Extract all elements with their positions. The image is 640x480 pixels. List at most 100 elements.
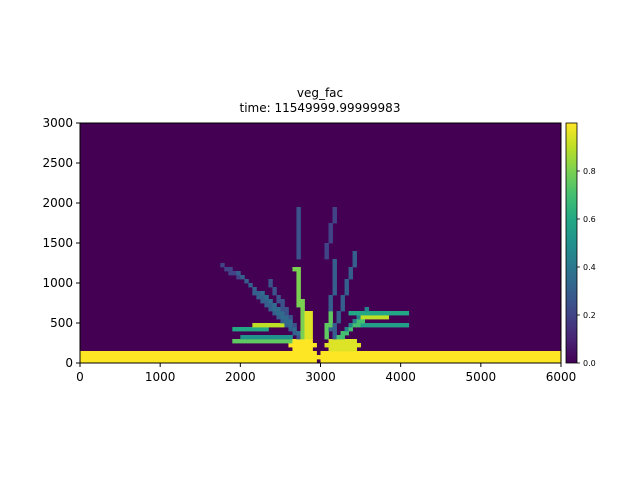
- heatmap-cell: [312, 355, 317, 360]
- heatmap-cell: [332, 267, 337, 272]
- heatmap-cell: [284, 335, 289, 340]
- heatmap-cell: [324, 331, 329, 336]
- heatmap-cell: [328, 311, 333, 316]
- heatmap-cell: [388, 311, 394, 316]
- heatmap-cell: [400, 351, 406, 356]
- heatmap-cell: [148, 355, 153, 360]
- heatmap-cell: [268, 339, 273, 344]
- heatmap-cell: [204, 355, 209, 360]
- heatmap-cell: [172, 359, 177, 363]
- heatmap-cell: [540, 359, 546, 363]
- heatmap-cell: [440, 351, 446, 356]
- heatmap-cell: [468, 351, 474, 356]
- heatmap-cell: [260, 299, 265, 304]
- heatmap-cell: [320, 351, 325, 356]
- heatmap-cell: [440, 355, 446, 360]
- heatmap-cell: [232, 271, 237, 276]
- heatmap-cell: [340, 299, 345, 304]
- heatmap-cell: [320, 359, 325, 363]
- heatmap-cell: [344, 359, 349, 363]
- heatmap-cell: [128, 355, 133, 360]
- heatmap-cell: [296, 355, 301, 360]
- heatmap-cell: [356, 359, 361, 363]
- heatmap-cell: [332, 323, 337, 328]
- heatmap-cell: [360, 311, 365, 316]
- heatmap-cell: [464, 359, 470, 363]
- heatmap-cell: [300, 303, 305, 308]
- heatmap-cell: [308, 319, 313, 324]
- heatmap-cell: [324, 343, 329, 348]
- heatmap-cell: [428, 355, 434, 360]
- x-tick-label: 2000: [225, 370, 256, 384]
- heatmap-cell: [144, 359, 149, 363]
- heatmap-cell: [264, 339, 269, 344]
- heatmap-cell: [496, 355, 502, 360]
- heatmap-cell: [256, 339, 261, 344]
- heatmap-cell: [172, 355, 177, 360]
- heatmap-cell: [340, 355, 345, 360]
- heatmap-cell: [292, 347, 297, 352]
- heatmap-cell: [324, 327, 329, 332]
- heatmap-cell: [372, 351, 378, 356]
- heatmap-cell: [256, 351, 261, 356]
- heatmap-cell: [120, 355, 125, 360]
- heatmap-cell: [476, 355, 482, 360]
- heatmap-cell: [148, 359, 153, 363]
- heatmap-cell: [348, 339, 353, 344]
- heatmap-cell: [128, 351, 133, 356]
- heatmap-cell: [368, 311, 374, 316]
- heatmap-cell: [500, 355, 506, 360]
- heatmap-cell: [292, 323, 297, 328]
- heatmap-cell: [416, 355, 422, 360]
- heatmap-cell: [556, 351, 561, 356]
- heatmap-cell: [404, 351, 410, 356]
- heatmap-cell: [164, 351, 169, 356]
- heatmap-cell: [332, 219, 337, 224]
- heatmap-cell: [304, 343, 309, 348]
- heatmap-cell: [304, 347, 309, 352]
- heatmap-cell: [144, 355, 149, 360]
- heatmap-cell: [344, 291, 349, 296]
- heatmap-cell: [516, 351, 522, 356]
- heatmap-cell: [464, 351, 470, 356]
- heatmap-cell: [168, 359, 173, 363]
- heatmap-cell: [420, 359, 426, 363]
- heatmap-cell: [280, 323, 285, 328]
- heatmap-cell: [344, 287, 349, 292]
- heatmap-cell: [252, 323, 257, 328]
- heatmap-cell: [328, 227, 333, 232]
- heatmap-cell: [496, 351, 502, 356]
- heatmap-cell: [388, 355, 394, 360]
- heatmap-cell: [452, 351, 458, 356]
- heatmap-cell: [364, 323, 369, 328]
- heatmap-cell: [308, 343, 313, 348]
- heatmap-cell: [420, 355, 426, 360]
- heatmap-cell: [368, 359, 374, 363]
- heatmap-cell: [336, 311, 341, 316]
- heatmap-cell: [324, 255, 329, 260]
- heatmap-cell: [300, 351, 305, 356]
- heatmap-cell: [336, 315, 341, 320]
- heatmap-cell: [260, 323, 265, 328]
- heatmap-cell: [260, 359, 265, 363]
- heatmap-cell: [532, 359, 538, 363]
- heatmap-cell: [296, 239, 301, 244]
- heatmap-cell: [272, 307, 277, 312]
- heatmap-cell: [96, 359, 101, 363]
- heatmap-cell: [284, 355, 289, 360]
- heatmap-cell: [172, 351, 177, 356]
- heatmap-cell: [492, 351, 498, 356]
- heatmap-cell: [196, 359, 201, 363]
- heatmap-cell: [308, 315, 313, 320]
- heatmap-cell: [220, 351, 225, 356]
- heatmap-cell: [428, 351, 434, 356]
- heatmap-cell: [500, 359, 506, 363]
- y-tick-label: 2000: [42, 196, 73, 210]
- heatmap-cell: [304, 359, 309, 363]
- heatmap-cell: [348, 271, 353, 276]
- heatmap-cell: [312, 351, 317, 356]
- heatmap-cell: [268, 359, 273, 363]
- heatmap-cell: [528, 355, 534, 360]
- heatmap-cell: [300, 335, 305, 340]
- heatmap-cell: [392, 311, 398, 316]
